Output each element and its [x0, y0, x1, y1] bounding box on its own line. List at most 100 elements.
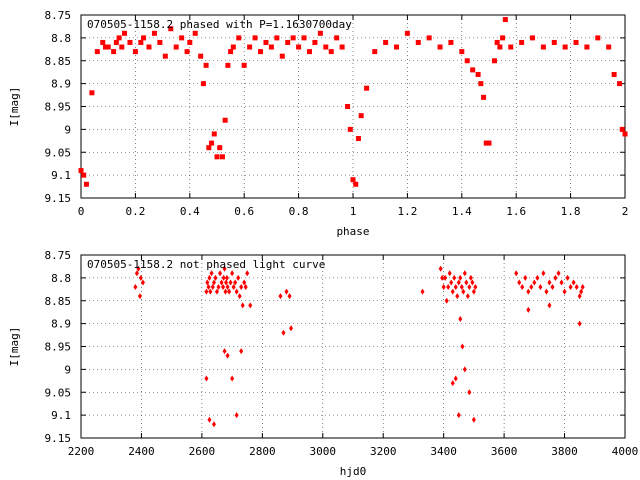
data-point: [132, 49, 138, 55]
data-point: [162, 53, 168, 59]
x-tick-label: 0: [78, 205, 85, 218]
data-point: [468, 274, 473, 281]
data-point: [209, 140, 215, 146]
data-point: [323, 44, 329, 50]
data-point: [289, 325, 294, 332]
data-point: [301, 35, 307, 41]
data-point: [248, 302, 253, 309]
data-point: [526, 306, 531, 313]
x-tick-label: 0.2: [125, 205, 145, 218]
data-point: [514, 270, 519, 277]
data-point: [573, 39, 579, 45]
data-point: [562, 288, 567, 295]
data-point: [242, 279, 247, 286]
data-point: [228, 49, 234, 55]
data-point: [268, 44, 274, 50]
data-point: [207, 274, 212, 281]
data-point: [230, 44, 236, 50]
data-point: [222, 348, 227, 355]
data-point: [415, 39, 421, 45]
data-point: [223, 288, 228, 295]
data-point: [500, 35, 506, 41]
data-point: [467, 284, 472, 291]
data-point: [230, 270, 235, 277]
data-point: [168, 26, 174, 32]
data-point: [449, 279, 454, 286]
data-point: [209, 270, 214, 277]
data-point: [234, 288, 239, 295]
plot-title: 070505-1158.2 phased with P=1.1630700day: [87, 18, 352, 31]
x-tick-label: 1.2: [397, 205, 417, 218]
data-point: [219, 154, 225, 160]
data-point: [577, 293, 582, 300]
data-point: [224, 279, 229, 286]
data-point: [137, 293, 142, 300]
data-point: [136, 265, 141, 272]
data-point: [241, 62, 247, 68]
data-point: [252, 35, 258, 41]
data-point: [494, 39, 500, 45]
data-point: [577, 320, 582, 327]
data-point: [541, 270, 546, 277]
data-point: [179, 35, 185, 41]
data-point: [278, 293, 283, 300]
data-point: [383, 39, 389, 45]
data-point: [140, 279, 145, 286]
data-point: [540, 44, 546, 50]
data-point: [227, 288, 232, 295]
data-point: [258, 49, 264, 55]
data-point: [459, 49, 465, 55]
data-point: [233, 279, 238, 286]
data-point: [210, 284, 215, 291]
data-point: [111, 49, 117, 55]
data-point: [215, 288, 219, 295]
data-point: [535, 274, 540, 281]
data-point: [455, 293, 460, 300]
y-tick-label: 9.15: [45, 432, 72, 445]
data-point: [547, 279, 552, 286]
data-point: [559, 279, 564, 286]
x-tick-label: 2400: [128, 445, 155, 458]
data-point: [462, 366, 467, 373]
data-point: [483, 140, 489, 146]
x-tick-label: 2: [622, 205, 629, 218]
y-axis-label: I[mag]: [8, 327, 21, 367]
y-tick-label: 8.95: [45, 101, 72, 114]
x-tick-label: 0.6: [234, 205, 254, 218]
data-point: [551, 39, 557, 45]
data-point: [622, 131, 628, 137]
y-tick-label: 8.8: [51, 32, 71, 45]
data-point: [306, 49, 312, 55]
data-point: [203, 62, 209, 68]
x-tick-label: 1.6: [506, 205, 526, 218]
y-tick-label: 9.15: [45, 192, 72, 205]
y-tick-label: 8.75: [45, 249, 72, 262]
data-point: [523, 274, 528, 281]
data-point: [173, 44, 179, 50]
data-point: [236, 274, 241, 281]
data-point: [312, 39, 318, 45]
y-tick-label: 8.85: [45, 295, 72, 308]
x-tick-label: 4000: [612, 445, 639, 458]
data-point: [404, 30, 410, 36]
data-point: [508, 44, 514, 50]
data-point: [538, 284, 543, 291]
data-point: [458, 316, 463, 323]
data-point: [216, 284, 221, 291]
data-point: [426, 35, 432, 41]
data-point: [452, 274, 457, 281]
x-tick-label: 3600: [491, 445, 518, 458]
data-point: [530, 35, 536, 41]
data-point: [339, 44, 345, 50]
data-point: [184, 49, 190, 55]
y-tick-label: 9.1: [51, 409, 71, 422]
data-point: [595, 35, 601, 41]
y-tick-label: 9.1: [51, 169, 71, 182]
data-point: [119, 44, 125, 50]
data-point: [78, 168, 84, 174]
x-tick-label: 3400: [430, 445, 457, 458]
data-point: [458, 274, 463, 281]
data-point: [218, 270, 223, 277]
data-point: [217, 145, 223, 151]
data-point: [285, 39, 291, 45]
